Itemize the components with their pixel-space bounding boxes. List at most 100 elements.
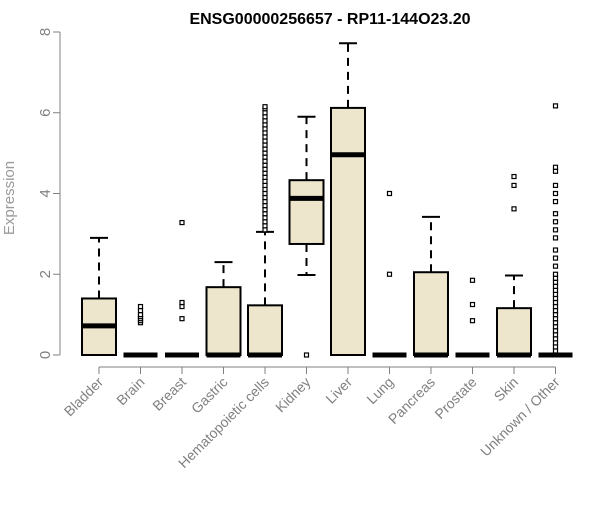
outlier-point — [137, 307, 144, 314]
outlier-point — [262, 104, 268, 110]
outlier-point — [552, 235, 559, 241]
x-tick-label: Breast — [149, 374, 189, 414]
outlier-point — [262, 207, 268, 213]
box-unknown-other — [538, 103, 573, 358]
outlier-point — [511, 182, 517, 189]
outlier-point — [262, 126, 268, 132]
outlier-point — [511, 206, 517, 212]
outlier-point — [262, 194, 268, 201]
outlier-point — [262, 190, 268, 197]
outlier-point — [552, 332, 559, 338]
outlier-point — [552, 344, 559, 350]
box-iqr — [247, 304, 283, 356]
outlier-point — [552, 324, 559, 330]
outlier-point — [262, 186, 268, 193]
outlier-point — [552, 168, 559, 174]
outlier-point — [552, 279, 559, 285]
outlier-point — [262, 170, 268, 176]
outlier-point — [552, 283, 559, 289]
outlier-point — [262, 134, 268, 140]
outlier-point — [262, 114, 268, 120]
outlier-point — [262, 227, 268, 233]
y-tick-label: 6 — [37, 109, 54, 117]
outlier-point — [469, 277, 476, 283]
y-tick-label: 2 — [37, 270, 54, 278]
outlier-point — [552, 247, 559, 253]
x-tick-label: Brain — [113, 374, 147, 408]
outlier-point — [262, 138, 268, 144]
outlier-point — [552, 299, 559, 306]
outlier-point — [386, 190, 393, 197]
outlier-point — [552, 103, 559, 109]
outlier-point — [552, 291, 559, 298]
x-tick-label: Unknown / Other — [477, 374, 563, 460]
outlier-point — [179, 303, 185, 310]
outlier-point — [552, 316, 559, 322]
x-tick-label: Liver — [322, 374, 355, 407]
outlier-point — [262, 223, 268, 229]
outlier-point — [552, 275, 559, 281]
outlier-point — [552, 340, 559, 346]
outlier-point — [552, 263, 559, 269]
outlier-point — [262, 182, 268, 189]
outlier-point — [552, 295, 559, 302]
box-lung — [372, 190, 407, 358]
outlier-point — [262, 118, 268, 124]
outlier-point — [552, 303, 559, 310]
outlier-point — [552, 182, 559, 189]
y-axis: 0 2 4 6 8 — [37, 28, 61, 359]
outlier-point — [552, 348, 559, 354]
outlier-point — [552, 198, 559, 205]
outlier-point — [179, 316, 185, 322]
outlier-point — [179, 219, 185, 226]
outlier-point — [552, 312, 559, 318]
y-tick-label: 4 — [37, 189, 54, 197]
outlier-point — [262, 203, 268, 209]
outlier-point — [262, 211, 268, 217]
outlier-point — [552, 227, 559, 233]
box-liver — [330, 42, 366, 356]
box-series — [81, 42, 573, 358]
box-iqr — [413, 271, 449, 357]
box-kidney — [288, 115, 325, 358]
outlier-point — [552, 164, 559, 170]
outlier-point — [303, 352, 310, 358]
box-skin — [496, 173, 532, 358]
outlier-point — [262, 130, 268, 136]
outlier-point — [552, 219, 559, 225]
x-tick-label: Lung — [363, 374, 396, 407]
outlier-point — [262, 154, 268, 160]
outlier-point — [552, 271, 559, 277]
outlier-point — [262, 215, 268, 221]
outlier-point — [552, 307, 559, 314]
box-bladder — [81, 236, 117, 357]
box-prostate — [455, 277, 490, 358]
outlier-point — [386, 271, 393, 277]
outlier-point — [552, 190, 559, 197]
outlier-point — [552, 287, 559, 293]
outlier-point — [137, 303, 144, 310]
y-tick-label: 0 — [37, 351, 54, 359]
outlier-point — [137, 312, 144, 318]
outlier-point — [552, 320, 559, 326]
outlier-point — [262, 178, 268, 184]
x-tick-label: Bladder — [61, 374, 107, 420]
outlier-point — [262, 158, 268, 164]
box-iqr — [288, 179, 325, 245]
box-gastric — [205, 261, 242, 358]
box-brain — [123, 303, 158, 358]
outlier-point — [262, 166, 268, 172]
y-axis-label: Expression — [1, 161, 18, 235]
outlier-point — [469, 318, 476, 324]
x-tick-label: Prostate — [431, 374, 479, 422]
box-iqr — [496, 307, 532, 357]
outlier-point — [552, 336, 559, 342]
outlier-point — [552, 211, 559, 217]
box-pancreas — [413, 215, 449, 358]
outlier-point — [262, 142, 268, 148]
outlier-point — [262, 174, 268, 180]
outlier-point — [511, 173, 517, 180]
